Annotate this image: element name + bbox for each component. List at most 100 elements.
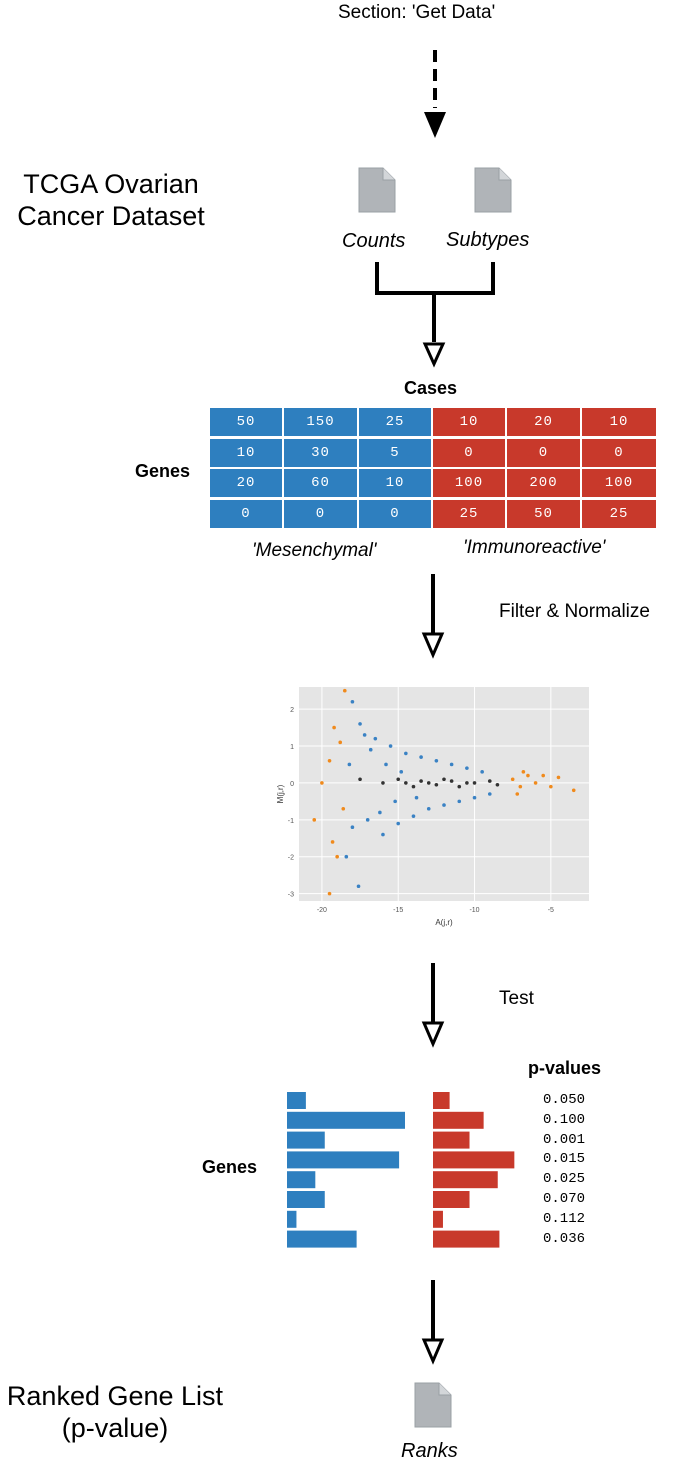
- data-point: [358, 722, 362, 726]
- data-point: [332, 725, 336, 730]
- data-point: [549, 784, 553, 789]
- mesenchymal-bar: [287, 1111, 405, 1129]
- x-tick-label: -20: [317, 907, 327, 914]
- subtypes-label: Subtypes: [446, 229, 530, 251]
- data-point: [434, 758, 439, 763]
- ma-plot: -20 -15 -10 -5 2 1 0 -1 -2 -3 A(j,r) M(j,r): [276, 687, 589, 927]
- x-tick-label: -10: [469, 907, 479, 914]
- data-point: [426, 806, 431, 811]
- matrix-cell: 20: [507, 408, 580, 436]
- data-point: [365, 818, 370, 822]
- data-point: [480, 770, 484, 774]
- matrix-cell: 0: [582, 438, 656, 467]
- data-point: [350, 825, 355, 830]
- pvalue-item: 0.015: [543, 1151, 586, 1168]
- mesenchymal-bar: [287, 1191, 325, 1208]
- immunoreactive-bar: [433, 1092, 450, 1109]
- data-point: [465, 766, 469, 770]
- down-arrow: [421, 1280, 445, 1365]
- pvalues-title: p-values: [528, 1058, 602, 1078]
- immunoreactive-bar: [433, 1171, 498, 1189]
- x-tick-label: -5: [548, 907, 554, 914]
- matrix-cell: 25: [359, 408, 431, 436]
- test-label: Test: [499, 988, 534, 1009]
- mesenchymal-bar: [287, 1151, 400, 1169]
- data-point: [515, 792, 520, 796]
- mesenchymal-bar: [287, 1092, 306, 1109]
- data-point: [518, 784, 523, 789]
- file-icon: [474, 167, 512, 213]
- matrix-cell: 25: [582, 499, 656, 528]
- pvalue-item: 0.100: [543, 1111, 586, 1128]
- data-point: [378, 810, 382, 815]
- data-point: [457, 784, 462, 789]
- filter-normalize-label: Filter & Normalize: [499, 601, 650, 622]
- cases-label: Cases: [404, 378, 458, 398]
- y-tick-label: 2: [290, 707, 294, 714]
- data-point: [338, 740, 343, 745]
- y-tick-label: -3: [288, 892, 294, 899]
- matrix-cell: 30: [284, 438, 357, 467]
- data-point: [356, 884, 361, 889]
- immunoreactive-bar: [433, 1230, 500, 1248]
- mesenchymal-bar: [287, 1210, 297, 1228]
- x-axis-label: A(j,r): [435, 918, 453, 927]
- y-tick-label: -1: [288, 818, 294, 825]
- data-point: [556, 775, 561, 780]
- pvalue-item: 0.036: [543, 1230, 586, 1247]
- data-point: [434, 782, 439, 787]
- y-axis-label: M(j,r): [276, 784, 285, 803]
- data-point: [411, 814, 416, 818]
- data-point: [457, 799, 462, 804]
- matrix-cell: 10: [433, 408, 505, 436]
- data-point: [330, 840, 335, 844]
- data-point: [350, 699, 355, 704]
- matrix-cell: 150: [284, 408, 357, 436]
- data-point: [419, 755, 423, 759]
- data-point: [414, 795, 419, 800]
- data-point: [381, 781, 385, 785]
- matrix-cell: 20: [210, 469, 282, 497]
- data-point: [526, 773, 530, 778]
- data-point: [472, 781, 477, 785]
- data-point: [465, 781, 469, 785]
- data-point: [335, 854, 339, 859]
- x-tick-label: -15: [393, 907, 403, 914]
- section-title: Section: 'Get Data': [338, 2, 496, 23]
- matrix-cell: 100: [433, 469, 505, 497]
- data-point: [381, 832, 385, 837]
- matrix-cell: 50: [210, 408, 282, 436]
- data-point: [388, 744, 393, 748]
- data-point: [442, 777, 446, 782]
- immunoreactive-bar: [433, 1210, 443, 1228]
- down-arrow: [421, 574, 445, 659]
- data-point: [571, 788, 576, 793]
- genes-label: Genes: [135, 461, 191, 481]
- pvalue-bars: [287, 1092, 515, 1248]
- mesenchymal-bar: [287, 1230, 357, 1248]
- data-point: [362, 733, 367, 737]
- plot-panel: [299, 687, 589, 901]
- data-point: [373, 736, 378, 741]
- data-point: [521, 770, 526, 774]
- data-point: [396, 777, 401, 782]
- matrix-cell: 10: [359, 469, 431, 497]
- matrix-cell: 0: [210, 499, 282, 528]
- data-point: [312, 818, 317, 822]
- immunoreactive-bar: [433, 1191, 470, 1208]
- matrix-cell: 200: [507, 469, 580, 497]
- data-point: [327, 758, 332, 763]
- mesenchymal-bar: [287, 1131, 325, 1149]
- y-tick-label: -2: [288, 855, 294, 862]
- y-tick-label: 1: [290, 744, 294, 751]
- merge-arrow: [375, 262, 495, 368]
- immunoreactive-bar: [433, 1151, 515, 1169]
- counts-label: Counts: [342, 230, 406, 252]
- matrix-cell: 25: [433, 499, 505, 528]
- mesenchymal-bar: [287, 1171, 316, 1189]
- matrix-cell: 0: [284, 499, 357, 528]
- data-point: [487, 792, 492, 796]
- final-title: Ranked Gene List (p-value): [6, 1381, 224, 1443]
- pvalue-item: 0.112: [543, 1210, 586, 1227]
- data-point: [393, 799, 397, 804]
